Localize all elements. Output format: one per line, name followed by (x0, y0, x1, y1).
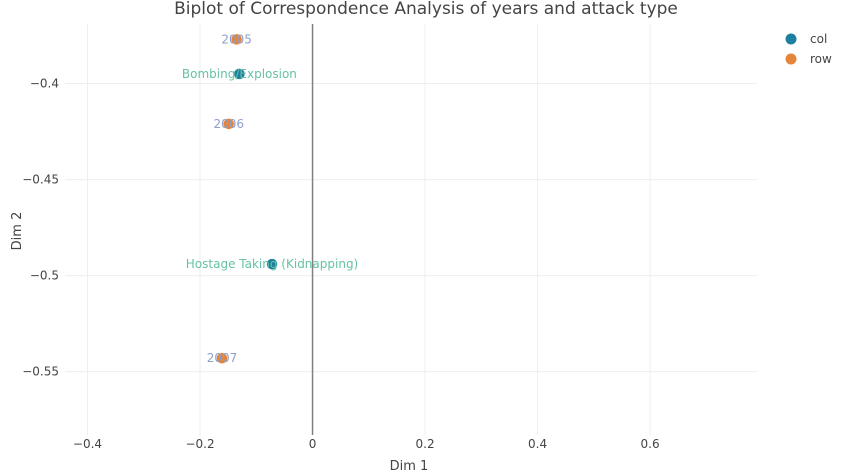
legend-marker-col (785, 33, 797, 45)
chart-title: Biplot of Correspondence Analysis of yea… (174, 0, 678, 19)
gridlines (65, 24, 757, 435)
legend-marker-row (785, 53, 797, 65)
x-axis-ticks: −0.4 −0.2 0 0.2 0.4 0.6 (73, 437, 660, 451)
x-tick-label: 0.2 (416, 437, 435, 451)
y-tick-label: −0.4 (30, 77, 59, 91)
point-col[interactable] (233, 68, 246, 80)
legend-label-col: col (810, 32, 827, 46)
point-col[interactable] (266, 258, 278, 270)
point-label-row: 2005 (221, 32, 252, 46)
x-axis-title: Dim 1 (390, 459, 429, 474)
y-tick-label: −0.55 (22, 365, 59, 379)
y-tick-label: −0.5 (30, 269, 59, 283)
x-tick-label: 0.6 (641, 437, 660, 451)
point-label-col: Hostage Taking (Kidnapping) (186, 257, 358, 271)
x-tick-label: 0 (309, 437, 317, 451)
point-label-col: Bombing/Explosion (182, 67, 297, 81)
point-label-row: 2007 (207, 351, 238, 365)
legend-label-row: row (810, 52, 832, 66)
legend-item-row[interactable]: row (785, 52, 833, 66)
legend-item-col[interactable]: col (785, 32, 828, 46)
y-axis-ticks: −0.4 −0.45 −0.5 −0.55 (22, 77, 59, 379)
point-label-row: 2006 (213, 117, 244, 131)
x-tick-label: −0.2 (185, 437, 214, 451)
y-tick-label: −0.45 (22, 173, 59, 187)
data-points (216, 33, 278, 364)
x-tick-label: 0.4 (528, 437, 547, 451)
point-row[interactable] (222, 118, 235, 130)
x-tick-label: −0.4 (73, 437, 102, 451)
legend: col row (785, 32, 833, 66)
point-row[interactable] (230, 33, 243, 46)
point-row[interactable] (216, 352, 228, 364)
y-axis-title: Dim 2 (10, 212, 25, 251)
point-labels: Bombing/Explosion Hostage Taking (Kidnapp… (182, 32, 358, 365)
